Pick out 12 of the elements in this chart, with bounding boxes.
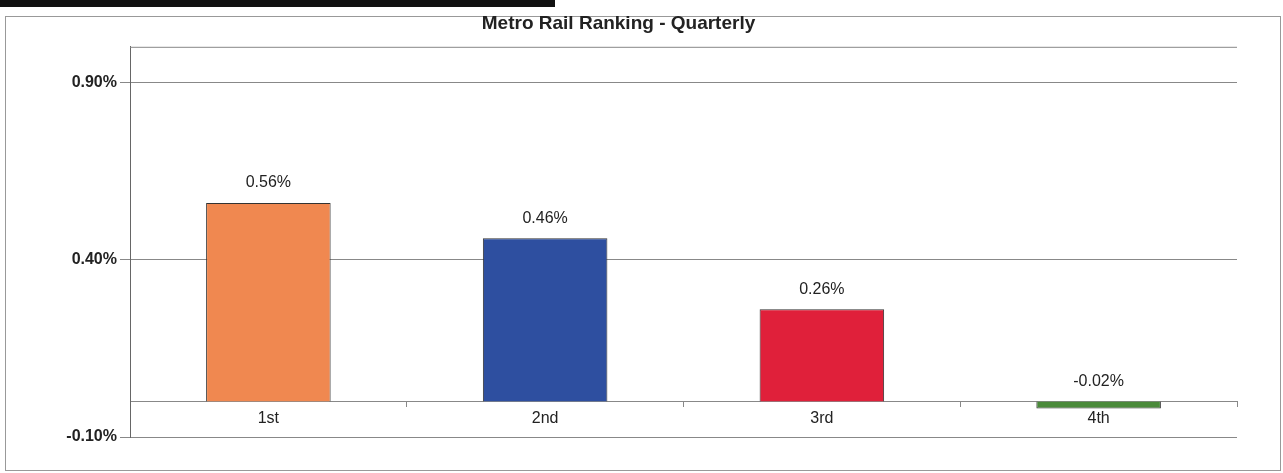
- data-label: 0.46%: [522, 208, 568, 226]
- y-tick-label: -0.10%: [66, 427, 117, 445]
- x-tick-label: 2nd: [531, 408, 559, 426]
- x-tick-label: 1st: [257, 408, 280, 426]
- y-tick-label: 0.40%: [71, 250, 117, 268]
- data-label: 0.26%: [799, 279, 845, 297]
- x-tick-label: 4th: [1087, 408, 1110, 426]
- y-tick-label: 0.90%: [71, 72, 117, 90]
- data-label: -0.02%: [1073, 371, 1124, 389]
- data-label: 0.56%: [245, 173, 292, 191]
- x-tick-label: 3rd: [810, 408, 834, 426]
- chart-title: Metro Rail Ranking - Quarterly: [481, 11, 756, 33]
